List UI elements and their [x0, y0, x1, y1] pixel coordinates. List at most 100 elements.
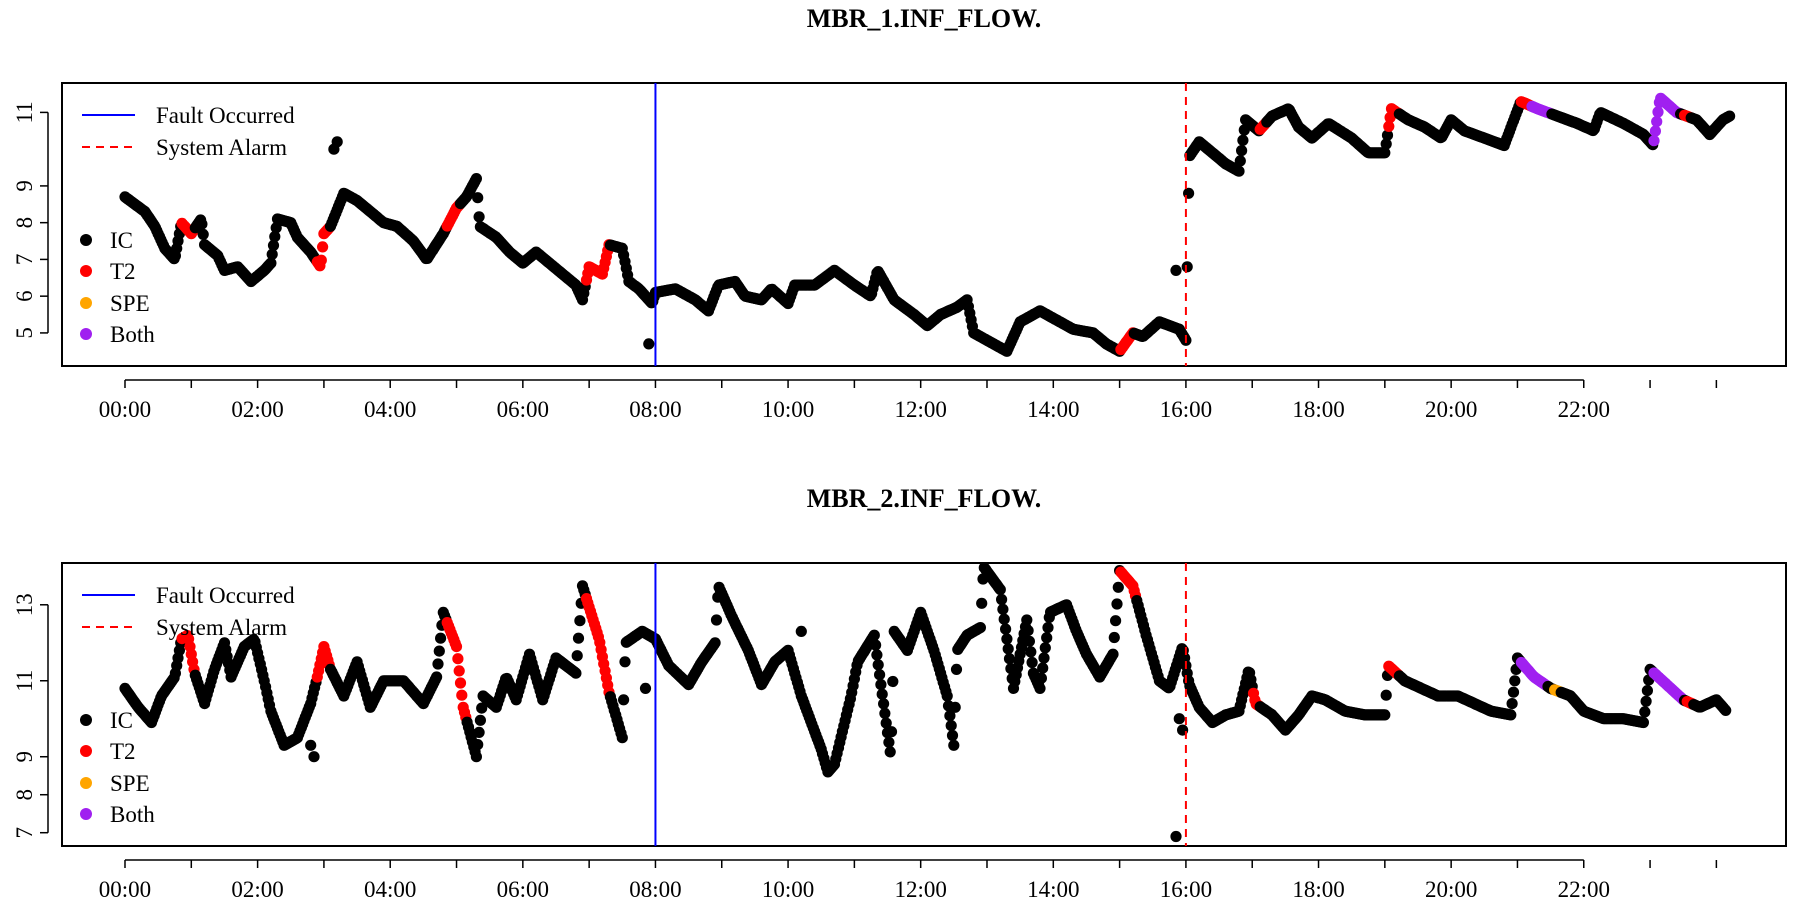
plot-frame: [61, 82, 1787, 367]
point-ic: [1000, 623, 1012, 635]
point-ic: [328, 143, 340, 155]
point-both: [1651, 116, 1663, 128]
point-ic: [998, 613, 1010, 625]
axes: 00:00 02:00 04:00 06:00 08:00 10:00 12:00 14:00…: [12, 101, 1718, 422]
x-tick-label: 06:00: [497, 877, 549, 902]
y-tick-label: 11: [12, 101, 37, 123]
legend-fault-label: Fault Occurred: [156, 103, 295, 128]
point-ic: [1381, 129, 1394, 141]
data-points: [119, 562, 1732, 843]
point-ic: [950, 663, 963, 676]
x-tick-label: 06:00: [497, 397, 549, 422]
point-ic: [1640, 695, 1652, 707]
legend-both-swatch: [80, 808, 92, 820]
legend-t2-swatch: [80, 265, 92, 277]
point-ic: [1505, 709, 1517, 721]
point-ic: [1001, 633, 1013, 645]
point-ic: [874, 669, 886, 681]
x-tick-label: 22:00: [1558, 397, 1610, 422]
point-ic: [709, 637, 721, 649]
point-both: [1649, 125, 1661, 137]
point-ic: [1639, 706, 1651, 718]
point-ic: [1170, 264, 1182, 276]
point-ic: [949, 701, 961, 713]
point-ic: [1181, 261, 1193, 273]
point-t2: [453, 665, 465, 677]
point-ic: [1641, 685, 1653, 697]
point-ic: [267, 239, 280, 251]
y-tick-label: 9: [12, 180, 37, 192]
point-t2: [454, 677, 467, 689]
point-t2: [315, 254, 327, 266]
chart-title: MBR_1.INF_FLOW.: [807, 4, 1042, 33]
point-ic: [1107, 648, 1119, 660]
point-ic: [308, 751, 320, 763]
point-ic: [1041, 632, 1053, 644]
y-tick-label: 5: [12, 327, 37, 339]
plot-frame: [61, 562, 1787, 847]
legend-spe-swatch: [80, 777, 92, 789]
y-tick-label: 8: [12, 789, 37, 801]
point-ic: [476, 702, 488, 714]
point-ic: [1379, 709, 1391, 721]
point-ic: [996, 593, 1008, 606]
point-ic: [435, 632, 447, 644]
legend-t2-label: T2: [110, 259, 136, 284]
point-both: [1652, 106, 1664, 118]
point-ic: [196, 218, 208, 230]
point-ic: [795, 625, 807, 638]
legend-bottom: IC T2 SPE Both: [80, 708, 155, 827]
y-tick-label: 13: [12, 593, 37, 616]
point-ic: [1233, 165, 1245, 177]
point-ic: [974, 622, 987, 634]
y-tick-label: 7: [12, 827, 37, 839]
point-ic: [1234, 155, 1246, 167]
panel-mbr2: MBR_2.INF_FLOW. 00:00 02:00 04:00 06:00 08:0…: [12, 484, 1787, 902]
point-ic: [616, 732, 628, 744]
x-tick-label: 08:00: [629, 397, 681, 422]
axes: 00:00 02:00 04:00 06:00 08:00 10:00 12:00 14:00…: [12, 593, 1718, 902]
legend-spe-label: SPE: [110, 291, 150, 316]
point-ic: [1237, 134, 1249, 146]
point-t2: [1383, 120, 1395, 132]
x-tick-label: 10:00: [762, 877, 814, 902]
x-tick-label: 02:00: [231, 877, 283, 902]
point-ic: [1042, 622, 1054, 634]
x-tick-label: 02:00: [231, 397, 283, 422]
legend-top: Fault Occurred System Alarm: [82, 103, 295, 160]
legend-fault-label: Fault Occurred: [156, 583, 295, 608]
point-ic: [572, 632, 585, 644]
legend-t2-swatch: [80, 745, 92, 757]
point-ic: [1724, 110, 1736, 122]
x-tick-label: 00:00: [99, 397, 151, 422]
point-ic: [945, 720, 957, 732]
legend-both-swatch: [80, 328, 92, 340]
legend-bottom: IC T2 SPE Both: [80, 228, 155, 347]
point-ic: [875, 679, 887, 691]
point-ic: [976, 597, 988, 609]
point-ic: [619, 656, 631, 668]
point-ic: [1720, 704, 1732, 717]
point-ic: [265, 257, 277, 269]
point-ic: [883, 736, 895, 748]
point-ic: [431, 671, 443, 683]
point-ic: [470, 751, 482, 763]
point-ic: [1507, 686, 1520, 698]
point-t2: [452, 653, 464, 665]
point-both: [1648, 135, 1660, 147]
x-tick-label: 04:00: [364, 397, 416, 422]
point-t2: [456, 689, 468, 701]
x-tick-label: 14:00: [1027, 877, 1079, 902]
point-ic: [878, 698, 890, 710]
legend-alarm-label: System Alarm: [156, 615, 287, 640]
data-points: [119, 92, 1736, 357]
x-tick-label: 00:00: [99, 877, 151, 902]
point-ic: [1035, 672, 1047, 684]
point-ic: [879, 707, 891, 720]
point-ic: [470, 173, 482, 185]
x-tick-label: 20:00: [1425, 877, 1477, 902]
legend-ic-swatch: [80, 234, 92, 246]
x-tick-label: 10:00: [762, 397, 814, 422]
point-t2: [317, 241, 329, 253]
point-ic: [944, 710, 956, 722]
